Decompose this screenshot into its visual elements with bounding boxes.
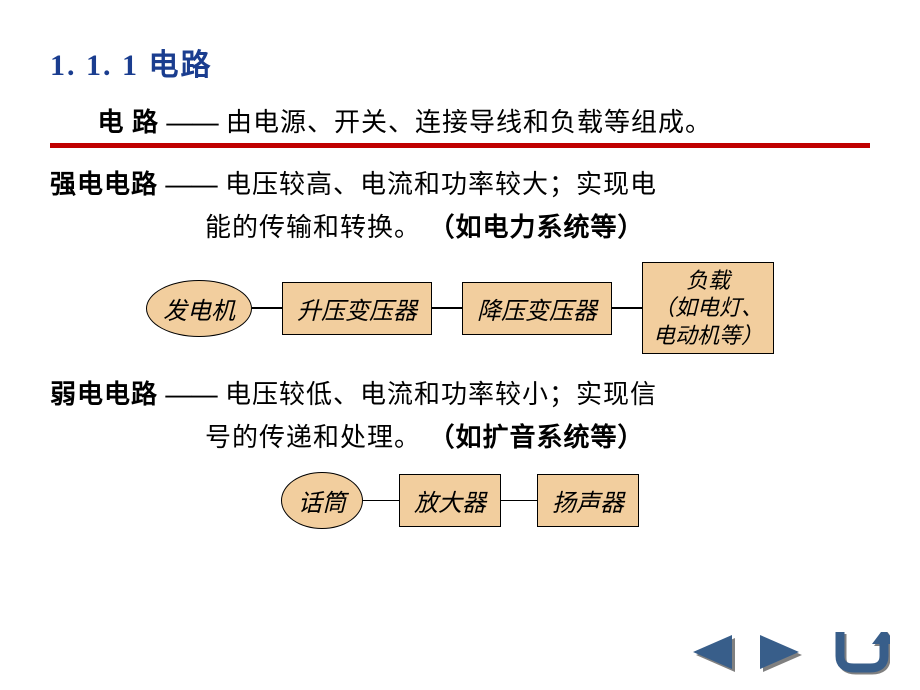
edge <box>252 307 282 309</box>
node-microphone: 话筒 <box>281 472 363 529</box>
edge <box>501 500 537 502</box>
edge <box>363 500 399 502</box>
edge <box>432 307 462 309</box>
node-amplifier: 放大器 <box>399 474 501 527</box>
title-underline <box>50 143 870 148</box>
strong-circuit-para: 强电电路 —— 电压较高、电流和功率较大；实现电 能的传输和转换。 （如电力系统… <box>50 164 870 250</box>
definition-dash: —— <box>167 108 219 137</box>
node-stepup-transformer: 升压变压器 <box>282 282 432 335</box>
flow-weak: 话筒 放大器 扬声器 <box>50 472 870 529</box>
strong-line2-wrap: 能的传输和转换。 （如电力系统等） <box>50 213 645 242</box>
weak-line2: 号的传递和处理。 <box>205 423 421 452</box>
strong-line2: 能的传输和转换。 <box>205 213 421 242</box>
node-speaker: 扬声器 <box>537 474 639 527</box>
weak-dash: —— <box>166 380 218 409</box>
slide: 1. 1. 1 电路 电 路 —— 由电源、开关、连接导线和负载等组成。 强电电… <box>0 0 920 690</box>
definition-term: 电 路 <box>98 108 160 137</box>
prev-button[interactable] <box>686 635 738 675</box>
definition-line: 电 路 —— 由电源、开关、连接导线和负载等组成。 <box>50 102 870 139</box>
weak-term: 弱电电路 <box>50 380 158 409</box>
weak-example: （如扩音系统等） <box>429 423 645 452</box>
flow-strong: 发电机 升压变压器 降压变压器 负载 （如电灯、 电动机等） <box>50 262 870 355</box>
node-stepdown-transformer: 降压变压器 <box>462 282 612 335</box>
strong-term: 强电电路 <box>50 170 158 199</box>
slide-title: 1. 1. 1 电路 <box>50 40 870 84</box>
weak-line1: 电压较低、电流和功率较小；实现信 <box>225 380 657 409</box>
next-button[interactable] <box>760 635 812 675</box>
node-load-l2: （如电灯、 <box>653 295 763 320</box>
weak-circuit-para: 弱电电路 —— 电压较低、电流和功率较小；实现信 号的传递和处理。 （如扩音系统… <box>50 374 870 460</box>
node-load-l3: 电动机等） <box>653 323 763 348</box>
strong-example: （如电力系统等） <box>429 213 645 242</box>
definition-body: 由电源、开关、连接导线和负载等组成。 <box>226 108 712 137</box>
node-generator: 发电机 <box>146 280 252 337</box>
nav-controls <box>686 632 890 678</box>
strong-line1: 电压较高、电流和功率较大；实现电 <box>225 170 657 199</box>
edge <box>612 307 642 309</box>
strong-dash: —— <box>166 170 218 199</box>
node-load-l1: 负载 <box>686 268 730 293</box>
node-load: 负载 （如电灯、 电动机等） <box>642 262 774 355</box>
return-button[interactable] <box>834 632 890 678</box>
weak-line2-wrap: 号的传递和处理。 （如扩音系统等） <box>50 423 645 452</box>
